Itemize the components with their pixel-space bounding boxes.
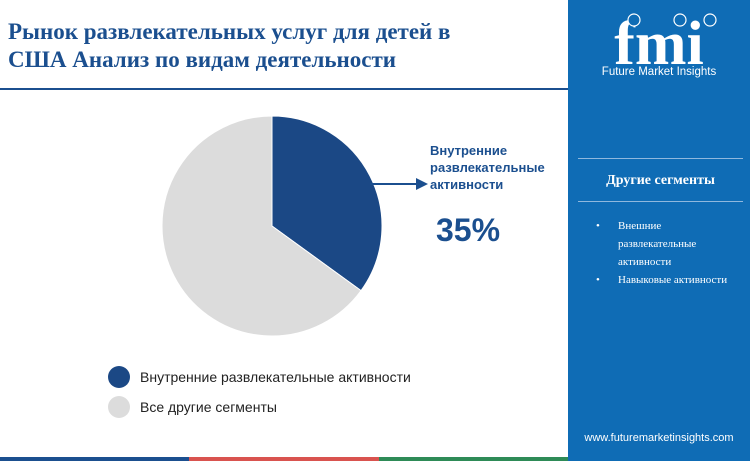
- pie-chart: [161, 115, 396, 337]
- website-link[interactable]: www.futuremarketinsights.com: [584, 432, 734, 444]
- bullet-icon: •: [596, 274, 600, 286]
- footer-bar-segment-3: [378, 457, 568, 461]
- callout-percentage: 35%: [436, 212, 501, 248]
- globe-icon: [627, 13, 641, 27]
- legend-swatch-other: [108, 396, 130, 418]
- fmi-logo: fmi: [614, 10, 717, 78]
- globe-icon-3: [703, 13, 717, 27]
- page-title: Рынок развлекательных услуг для детей в …: [8, 18, 548, 74]
- legend-swatch-indoor: [108, 366, 130, 388]
- callout-label: Внутренние развлекательные активности: [430, 143, 545, 192]
- segments-divider: [578, 201, 743, 202]
- footer-color-bar: [0, 457, 568, 461]
- pie-slice-1: [161, 115, 362, 337]
- segment-item-outdoor: • Внешние развлекательные активности: [590, 217, 740, 271]
- legend-label-other: Все другие сегменты: [140, 399, 277, 415]
- callout-arrow-full: [370, 178, 428, 190]
- bullet-icon: •: [596, 220, 600, 232]
- legend-label-indoor: Внутренние развлекательные активности: [140, 369, 411, 385]
- segment-item-label: Навыковые активности: [618, 274, 728, 286]
- logo-subtitle: Future Market Insights: [601, 66, 717, 78]
- sidebar: fmi Future Market Insights Другие сегмен…: [568, 0, 750, 461]
- footer-bar-segment-2: [189, 457, 379, 461]
- segment-item-label: Внешние развлекательные активности: [618, 220, 697, 268]
- title-divider: [0, 88, 568, 90]
- other-segments-panel: Другие сегменты • Внешние развлекательны…: [578, 158, 743, 318]
- footer-bar-segment-1: [0, 457, 190, 461]
- globe-icon-2: [673, 13, 687, 27]
- segment-item-skills: • Навыковые активности: [590, 271, 740, 289]
- pie-slices: [161, 115, 383, 337]
- other-segments-title: Другие сегменты: [606, 173, 715, 188]
- pie-slice-0: [271, 115, 383, 292]
- title-line-2: США Анализ по видам деятельности: [8, 47, 397, 72]
- title-line-1: Рынок развлекательных услуг для детей в: [8, 19, 451, 44]
- segments-list: • Внешние развлекательные активности • Н…: [590, 217, 740, 289]
